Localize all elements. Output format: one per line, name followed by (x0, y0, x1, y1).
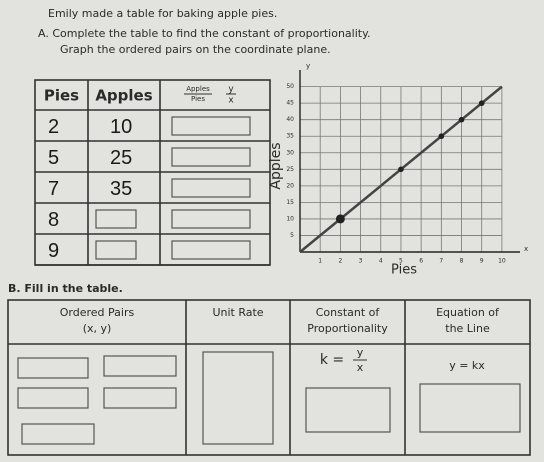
x-tick-label: 2 (338, 258, 342, 265)
x-axis-label: Pies (391, 263, 417, 278)
y-tick-label: 5 (290, 232, 294, 239)
table-b-header: the Line (445, 322, 490, 335)
x-tick-label: 1 (318, 258, 322, 265)
ratio-den: x (228, 96, 234, 106)
x-tick-label: 6 (419, 258, 423, 265)
blank-box (171, 178, 251, 198)
blank-box (202, 351, 274, 445)
table-b-header: (x, y) (83, 322, 112, 335)
y-axis-letter: y (306, 62, 310, 70)
x-tick-label: 4 (379, 258, 383, 265)
x-tick-label: 5 (399, 258, 403, 265)
blank-box (171, 116, 251, 136)
intro: Emily made a table for baking apple pies… (48, 7, 277, 20)
plotted-point (438, 133, 445, 140)
table-a-cell: 35 (110, 178, 132, 200)
plotted-point (398, 166, 404, 173)
blank-box (95, 240, 137, 260)
x-tick-label: 8 (460, 258, 464, 265)
y-tick-label: 10 (286, 215, 294, 222)
table-a-header: Pies (44, 87, 79, 105)
table-b-frame (7, 299, 531, 456)
ratio-num: y (228, 85, 234, 95)
table-a-cell: 25 (110, 147, 132, 169)
y-tick-label: 50 (286, 83, 294, 90)
x-tick-label: 10 (498, 258, 506, 265)
ratio-bottom: Pies (191, 95, 205, 103)
table-b-header: Constant of (316, 306, 381, 319)
y-axis-label: Apples (268, 142, 284, 189)
k-formula: k = (320, 352, 344, 368)
blank-box (21, 423, 95, 445)
blank-box (305, 387, 391, 433)
table-a-cell: 2 (48, 116, 59, 138)
blank-box (95, 209, 137, 229)
table-a-cell: 7 (48, 178, 59, 200)
table-a-cell: 9 (48, 240, 59, 262)
plotted-point (458, 116, 465, 123)
k-num: y (357, 346, 364, 359)
k-den: x (357, 361, 364, 374)
y-tick-label: 45 (286, 100, 294, 107)
x-tick-label: 3 (359, 258, 363, 265)
y-tick-label: 35 (286, 133, 294, 140)
table-b-header: Unit Rate (212, 306, 263, 319)
part-a-line2: Graph the ordered pairs on the coordinat… (60, 43, 331, 56)
table-b-header: Proportionality (307, 322, 388, 335)
y-tick-label: 40 (286, 116, 294, 123)
x-tick-label: 9 (480, 258, 484, 265)
table-a-cell: 8 (48, 209, 59, 231)
blank-box (171, 209, 251, 229)
part-a-line1: A. Complete the table to find the consta… (38, 27, 371, 40)
table-b-header: Ordered Pairs (60, 306, 135, 319)
table-a-cell: 10 (110, 116, 132, 138)
blank-box (171, 240, 251, 260)
blank-box (171, 147, 251, 167)
x-tick-label: 7 (439, 258, 443, 265)
ratio-top: Apples (186, 85, 210, 93)
table-a-header: Apples (95, 87, 152, 105)
y-tick-label: 20 (286, 182, 294, 189)
table-b-header: Equation of (436, 306, 500, 319)
blank-box (103, 355, 177, 377)
part-b: B. Fill in the table. (8, 282, 123, 295)
y-tick-label: 25 (286, 166, 294, 173)
y-tick-label: 30 (286, 149, 294, 156)
blank-box (419, 383, 521, 433)
plotted-point (478, 100, 485, 106)
blank-box (17, 357, 89, 379)
equation: y = kx (449, 359, 485, 372)
x-axis-letter: x (524, 245, 528, 253)
y-tick-label: 15 (286, 199, 294, 206)
table-a-cell: 5 (48, 147, 59, 169)
plotted-point (335, 214, 345, 224)
blank-box (103, 387, 177, 409)
blank-box (17, 387, 89, 409)
